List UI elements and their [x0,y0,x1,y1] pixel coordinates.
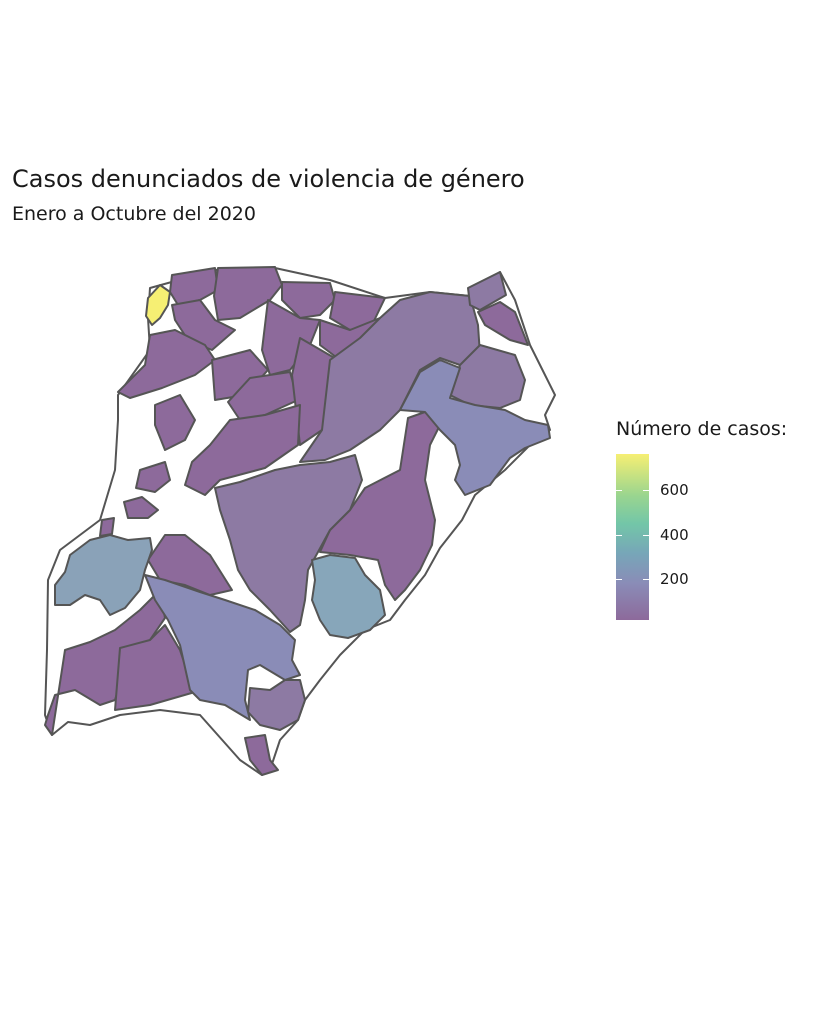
region-n3 [281,281,336,319]
region-w5 [54,534,153,616]
region-n6 [117,329,216,399]
region-capital [145,284,171,326]
region-w1 [154,394,196,451]
map-title: Casos denunciados de violencia de género [12,165,525,193]
legend-tick-200: 200 [660,570,689,588]
legend-tick-mark [616,490,622,491]
legend-tick-mark [616,535,622,536]
region-w2 [135,461,171,493]
region-ne1 [477,301,529,346]
region-c1 [184,404,301,496]
region-n2 [213,266,283,321]
legend-colorbar [616,454,649,620]
legend-tick-mark [616,579,622,580]
region-se2 [247,679,306,731]
region-sw1 [144,574,301,721]
legend-tick-400: 400 [660,526,689,544]
region-se1 [244,734,279,776]
legend-title: Número de casos: [616,418,788,440]
region-w4 [99,517,115,537]
region-ne3 [467,271,507,311]
legend-tick-mark [643,535,649,536]
legend-tick-mark [643,579,649,580]
region-e2 [399,359,551,496]
legend-tick-mark [643,490,649,491]
region-w3 [123,496,159,519]
legend-tick-600: 600 [660,481,689,499]
region-se3 [311,554,386,639]
map-subtitle: Enero a Octubre del 2020 [12,203,256,225]
region-ne2 [299,291,481,463]
legend: Número de casos: 600 400 200 [616,418,788,620]
